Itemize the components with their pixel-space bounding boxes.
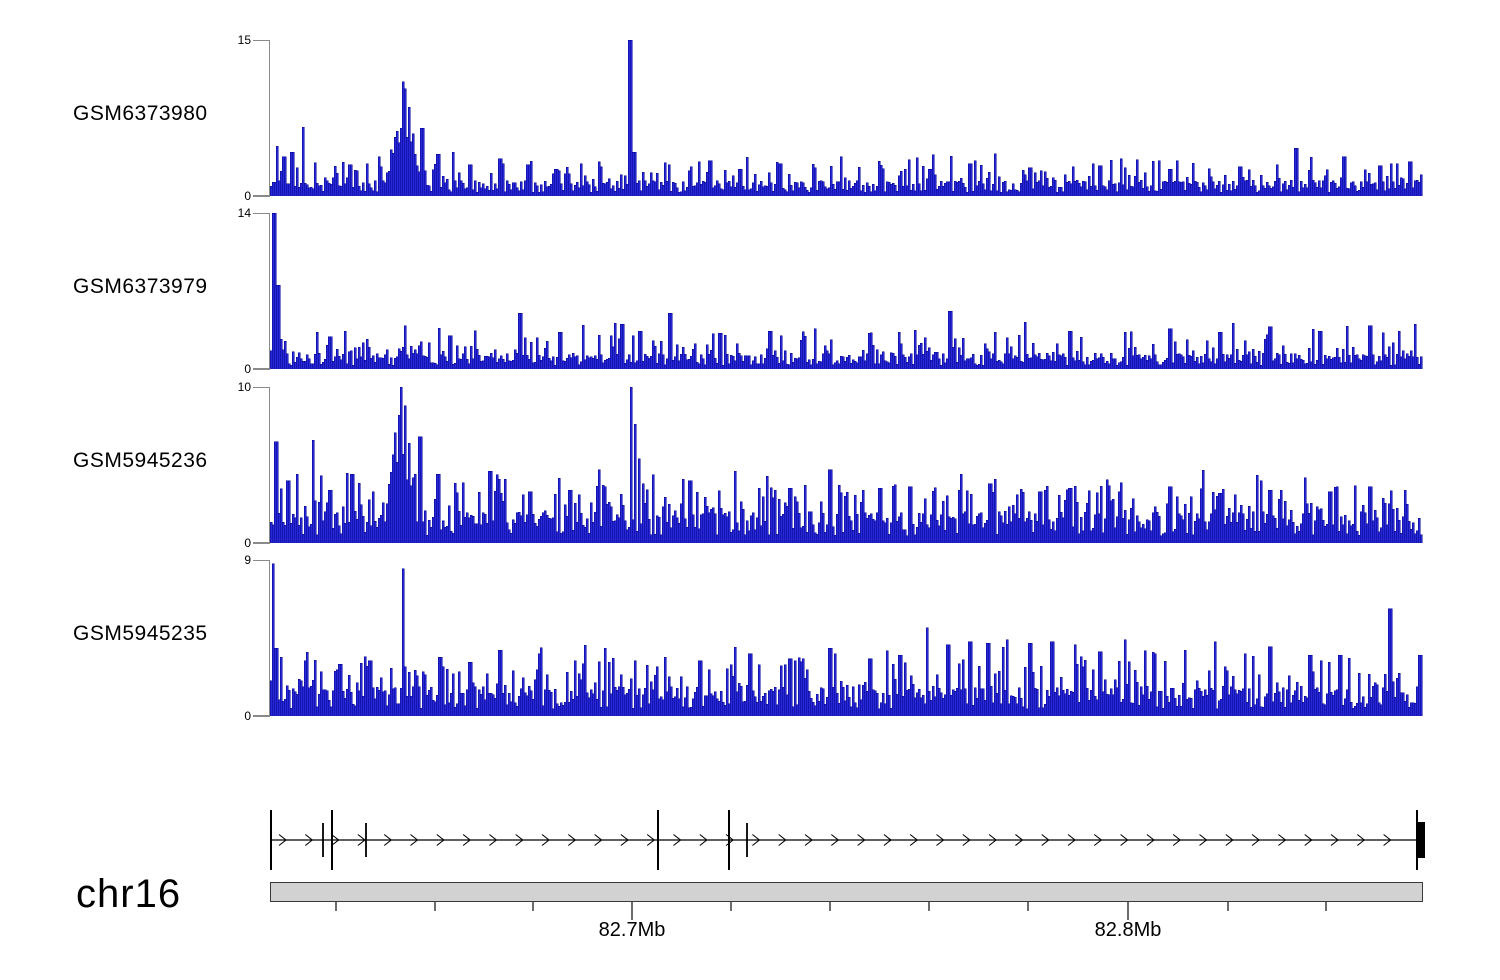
strand-direction-arrow-icon <box>1199 834 1208 846</box>
y-axis-line <box>268 387 270 543</box>
y-axis-line <box>268 213 270 369</box>
y-axis-zero-label: 0 <box>244 536 251 550</box>
coverage-histogram <box>270 213 1423 369</box>
y-axis-zero-label: 0 <box>244 189 251 203</box>
strand-direction-arrow-icon <box>857 834 866 846</box>
strand-direction-arrow-icon <box>883 834 892 846</box>
y-axis-bottom-tick <box>253 368 270 370</box>
strand-direction-arrow-icon <box>620 834 629 846</box>
gene-model-track <box>270 810 1425 870</box>
strand-direction-arrow-icon <box>567 834 577 846</box>
strand-direction-arrow-icon <box>304 834 314 846</box>
coverage-histogram <box>270 40 1423 196</box>
strand-direction-arrow-icon <box>436 834 445 846</box>
strand-direction-arrow-icon <box>1067 834 1076 846</box>
strand-direction-arrow-icon <box>673 834 682 846</box>
y-axis-max-label: 9 <box>244 553 251 567</box>
strand-direction-arrow-icon <box>1304 834 1313 846</box>
track-sample-label: GSM5945236 <box>73 449 208 472</box>
chromosome-name-label: chr16 <box>76 872 182 916</box>
y-axis-top-tick <box>253 559 270 561</box>
genome-axis-ticks <box>335 902 1327 920</box>
strand-direction-arrow-icon <box>1172 834 1182 846</box>
chromosome-ideogram-bar <box>270 882 1423 902</box>
y-axis-line <box>268 560 270 716</box>
strand-direction-arrow-icon <box>1146 834 1155 846</box>
strand-direction-arrow-icon <box>1251 834 1260 846</box>
strand-direction-arrow-icon <box>594 834 603 846</box>
y-axis-line <box>268 40 270 196</box>
strand-direction-arrow-icon <box>778 834 787 846</box>
strand-direction-arrow-icon <box>962 834 971 846</box>
strand-direction-arrow-icon <box>1120 834 1129 846</box>
y-axis-top-tick <box>253 386 270 388</box>
y-axis-zero-label: 0 <box>244 362 251 376</box>
strand-direction-arrow-icon <box>541 834 550 846</box>
strand-direction-arrow-icon <box>1383 834 1392 846</box>
strand-direction-arrow-icon <box>909 834 919 846</box>
y-axis-top-tick <box>253 212 270 214</box>
strand-direction-arrow-icon <box>410 834 419 846</box>
axis-tick-label-82-7mb: 82.7Mb <box>598 919 666 941</box>
track-sample-label: GSM5945235 <box>73 622 208 645</box>
y-axis-zero-label: 0 <box>244 709 251 723</box>
strand-direction-arrow-icon <box>383 834 393 846</box>
coverage-histogram <box>270 563 1423 716</box>
y-axis-bottom-tick <box>253 542 270 544</box>
strand-direction-arrow-icon <box>1278 834 1287 846</box>
strand-direction-arrow-icon <box>1225 834 1234 846</box>
strand-direction-arrow-icon <box>1330 834 1339 846</box>
track-sample-label: GSM6373979 <box>73 275 208 298</box>
strand-direction-arrow-icon <box>1041 834 1050 846</box>
track-sample-label: GSM6373980 <box>73 102 208 125</box>
strand-direction-arrow-icon <box>988 834 997 846</box>
strand-direction-arrow-icon <box>646 834 656 846</box>
coverage-histogram <box>270 387 1423 543</box>
gene-terminal-exon-box <box>1417 822 1425 858</box>
axis-tick-label-82-8mb: 82.8Mb <box>1094 919 1162 941</box>
strand-direction-arrow-icon <box>515 834 524 846</box>
y-axis-bottom-tick <box>253 715 270 717</box>
strand-direction-arrow-icon <box>804 834 813 846</box>
strand-direction-arrow-icon <box>1356 834 1366 846</box>
strand-direction-arrow-icon <box>278 834 287 846</box>
strand-direction-arrow-icon <box>752 834 761 846</box>
strand-direction-arrow-icon <box>1093 834 1103 846</box>
strand-direction-arrow-icon <box>699 834 708 846</box>
strand-direction-arrow-icon <box>1015 834 1024 846</box>
strand-direction-arrow-icon <box>331 834 340 846</box>
y-axis-top-tick <box>253 39 270 41</box>
strand-direction-arrow-icon <box>357 834 366 846</box>
y-axis-max-label: 10 <box>237 380 251 394</box>
strand-direction-arrow-icon <box>936 834 945 846</box>
y-axis-bottom-tick <box>253 195 270 197</box>
y-axis-max-label: 15 <box>237 33 251 47</box>
y-axis-max-label: 14 <box>237 206 251 220</box>
strand-direction-arrow-icon <box>830 834 840 846</box>
strand-direction-arrow-icon <box>462 834 471 846</box>
strand-direction-arrow-icon <box>489 834 498 846</box>
